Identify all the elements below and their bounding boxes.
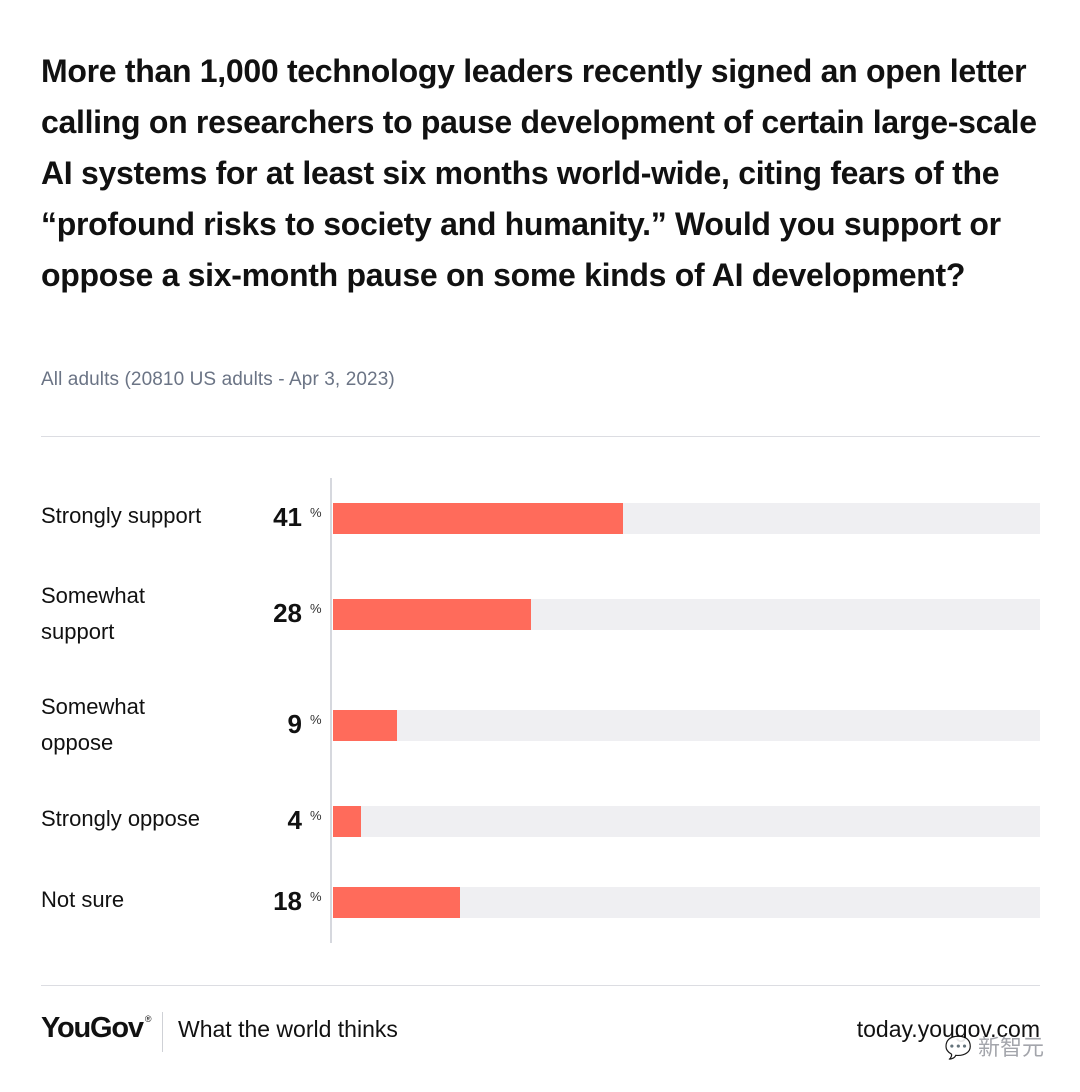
category-label-somewhat-oppose: Somewhat oppose <box>41 694 145 755</box>
yougov-logo[interactable]: YouGov ® <box>41 1012 151 1045</box>
chart-axis-line <box>330 478 332 943</box>
bar-somewhat-support <box>333 599 531 630</box>
value-label-somewhat-support: 28 <box>273 598 302 628</box>
bar-track-not-sure <box>333 887 1040 918</box>
bar-strongly-oppose <box>333 806 361 837</box>
value-label-not-sure: 18 <box>273 886 302 916</box>
footer-url-link[interactable]: today.yougov.com <box>856 1016 1040 1042</box>
percent-sign-not-sure: % <box>310 889 322 904</box>
value-label-strongly-support: 41 <box>273 502 302 532</box>
top-divider <box>41 436 1040 437</box>
question-title: More than 1,000 technology leaders recen… <box>41 53 1037 293</box>
bar-track-strongly-oppose <box>333 806 1040 837</box>
category-label-not-sure: Not sure <box>41 887 125 912</box>
bar-somewhat-oppose <box>333 710 397 741</box>
bar-track-somewhat-support <box>333 599 1040 630</box>
value-label-strongly-oppose: 4 <box>287 805 302 835</box>
bar-not-sure <box>333 887 460 918</box>
percent-sign-strongly-support: % <box>310 505 322 520</box>
category-label-strongly-oppose: Strongly oppose <box>41 806 200 831</box>
registered-mark: ® <box>144 1014 152 1024</box>
watermark-logo: 💬 新智元 <box>944 1030 1044 1062</box>
value-label-somewhat-oppose: 9 <box>287 709 302 739</box>
percent-sign-somewhat-support: % <box>310 601 322 616</box>
brand-name: YouGov <box>41 1012 144 1044</box>
bar-track-somewhat-oppose <box>333 710 1040 741</box>
category-label-strongly-support: Strongly support <box>41 503 202 528</box>
watermark-text: 新智元 <box>977 1035 1044 1060</box>
chat-bubble-icon: 💬 <box>944 1035 972 1060</box>
footer-tagline: What the world thinks <box>178 1016 398 1042</box>
bar-track-strongly-support <box>333 503 1040 534</box>
percent-sign-somewhat-oppose: % <box>310 712 322 727</box>
footer-separator <box>162 1012 163 1052</box>
survey-subtitle: All adults (20810 US adults - Apr 3, 202… <box>41 369 395 390</box>
percent-sign-strongly-oppose: % <box>310 808 322 823</box>
category-label-somewhat-support: Somewhat support <box>41 583 145 644</box>
bar-strongly-support <box>333 503 623 534</box>
bottom-divider <box>41 985 1040 986</box>
